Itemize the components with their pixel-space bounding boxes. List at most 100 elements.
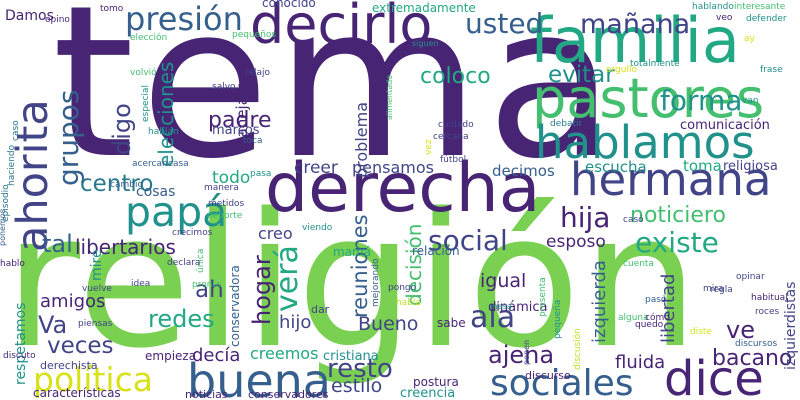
word-presion: presión [125, 0, 243, 38]
word-sabe: sabe [437, 316, 466, 330]
word-noticiero: noticiero [630, 203, 726, 228]
word-existe: existe [635, 226, 719, 259]
word-pequena: pequeña [553, 300, 563, 339]
word-hija: hija [560, 201, 610, 234]
word-igual: igual [480, 270, 526, 292]
word-hablamos: hablamos [535, 116, 755, 169]
word-digo: digo [108, 103, 136, 155]
word-empieza: empieza [145, 349, 196, 363]
word-familia: familia [530, 4, 740, 77]
word-elecciones: elecciones [154, 62, 178, 167]
word-alguna: alguna [618, 313, 649, 323]
word-discursos: discursos [735, 339, 777, 349]
word-diste: diste [690, 327, 712, 337]
word-defender: defender [746, 14, 787, 24]
word-conservadores: conservadores [248, 388, 329, 400]
word-postura: postura [413, 375, 459, 389]
word-toma: toma [683, 157, 722, 175]
word-cuidado: cuidado [438, 120, 474, 130]
word-roces: roces [755, 307, 779, 317]
word-va: Va [38, 311, 67, 339]
word-redes: redes [148, 305, 215, 333]
word-decision: decisión [402, 224, 426, 306]
word-ah: ah [195, 277, 224, 303]
word-conservadora: conservadora [228, 265, 242, 347]
word-comunicacion: comunicación [680, 118, 770, 133]
word-crecimos: crecimos [172, 228, 213, 238]
word-hablan: hablan [148, 127, 179, 137]
word-tomo: tomo [100, 4, 124, 14]
word-habitual: habitual [751, 293, 788, 303]
word-van: van [742, 96, 759, 106]
word-casa: casa [168, 159, 189, 169]
word-hablando: hablando [692, 2, 734, 12]
word-bueno: Bueno [358, 313, 418, 335]
word-presenta: presenta [538, 277, 548, 317]
word-fluida: fluida [615, 352, 665, 373]
word-izquierdistas: izquierdistas [783, 282, 799, 370]
word-padre: padre [208, 108, 272, 133]
word-damos: Damos [5, 8, 54, 24]
word-derechista: derechista [40, 359, 98, 372]
word-caracteristicas: características [33, 386, 121, 400]
word-vuelve: vuelve [82, 284, 112, 294]
word-creemos: creemos [250, 344, 318, 363]
word-cristiana: cristiana [323, 349, 379, 364]
word-alimentado: alimentado [385, 75, 394, 120]
word-opinar: opinar [736, 272, 765, 282]
word-politica: política [33, 360, 153, 399]
word-veo: veo [716, 13, 733, 23]
word-idea: idea [131, 279, 150, 289]
word-piensas: piensas [78, 319, 113, 329]
word-frase: frase [760, 65, 783, 75]
word-relacion: relación [412, 244, 460, 258]
word-como: cómo [645, 312, 670, 323]
word-esposo: esposo [546, 232, 606, 252]
word-usted: usted [465, 7, 543, 40]
word-decirlo: decirlo [250, 0, 432, 56]
word-decimos: decimos [492, 162, 555, 180]
word-dar: dar [311, 303, 330, 316]
word-coloco: coloco [420, 64, 491, 89]
word-futbol: fútbol [440, 155, 466, 165]
word-mesa: mesa [490, 302, 512, 311]
word-reuniones: reuniones [348, 214, 372, 318]
word-tema: tema [52, 0, 621, 205]
word-episodio: episodio [1, 184, 11, 222]
word-relajo: relajo [245, 68, 271, 78]
word-toca: toca [243, 136, 263, 146]
word-ala: ala [470, 300, 515, 335]
word-resto: resto [327, 354, 393, 384]
word-centro: centro [80, 171, 153, 197]
word-volvio: volvió [130, 67, 157, 78]
word-manana: mañana [580, 9, 690, 40]
word-creo: creo [258, 224, 293, 243]
word-mira: mira [703, 284, 723, 294]
word-pongo: pongo [388, 283, 417, 293]
word-pastores: pastores [532, 67, 764, 130]
word-veces: veces [47, 333, 114, 359]
word-forma: forma [660, 84, 742, 117]
word-tal: tal [42, 230, 73, 258]
word-habla: habla [396, 298, 421, 308]
word-orgullo: orgullo [606, 65, 637, 75]
word-unica: única [196, 249, 206, 273]
word-eleccion: elección [130, 32, 167, 43]
word-estilo: estilo [331, 375, 382, 397]
word-ponen: ponen [522, 340, 531, 365]
word-mejorando: mejorando [371, 258, 381, 307]
word-regla: regla [710, 285, 733, 295]
word-viendo: viendo [302, 223, 333, 233]
word-papa: papá [125, 188, 227, 236]
word-creencia: creencia [400, 386, 455, 400]
word-debatir: debatir [550, 119, 583, 129]
word-hijo: hijo [279, 312, 311, 333]
word-discurso: discurso [525, 369, 571, 382]
word-religion: religión [4, 173, 700, 389]
word-hermana: hermana [570, 153, 771, 206]
word-todo: todo [212, 168, 250, 188]
word-especial: especial [141, 85, 151, 122]
word-amigos: amigos [40, 291, 105, 312]
word-salvo: salvo [212, 82, 236, 92]
